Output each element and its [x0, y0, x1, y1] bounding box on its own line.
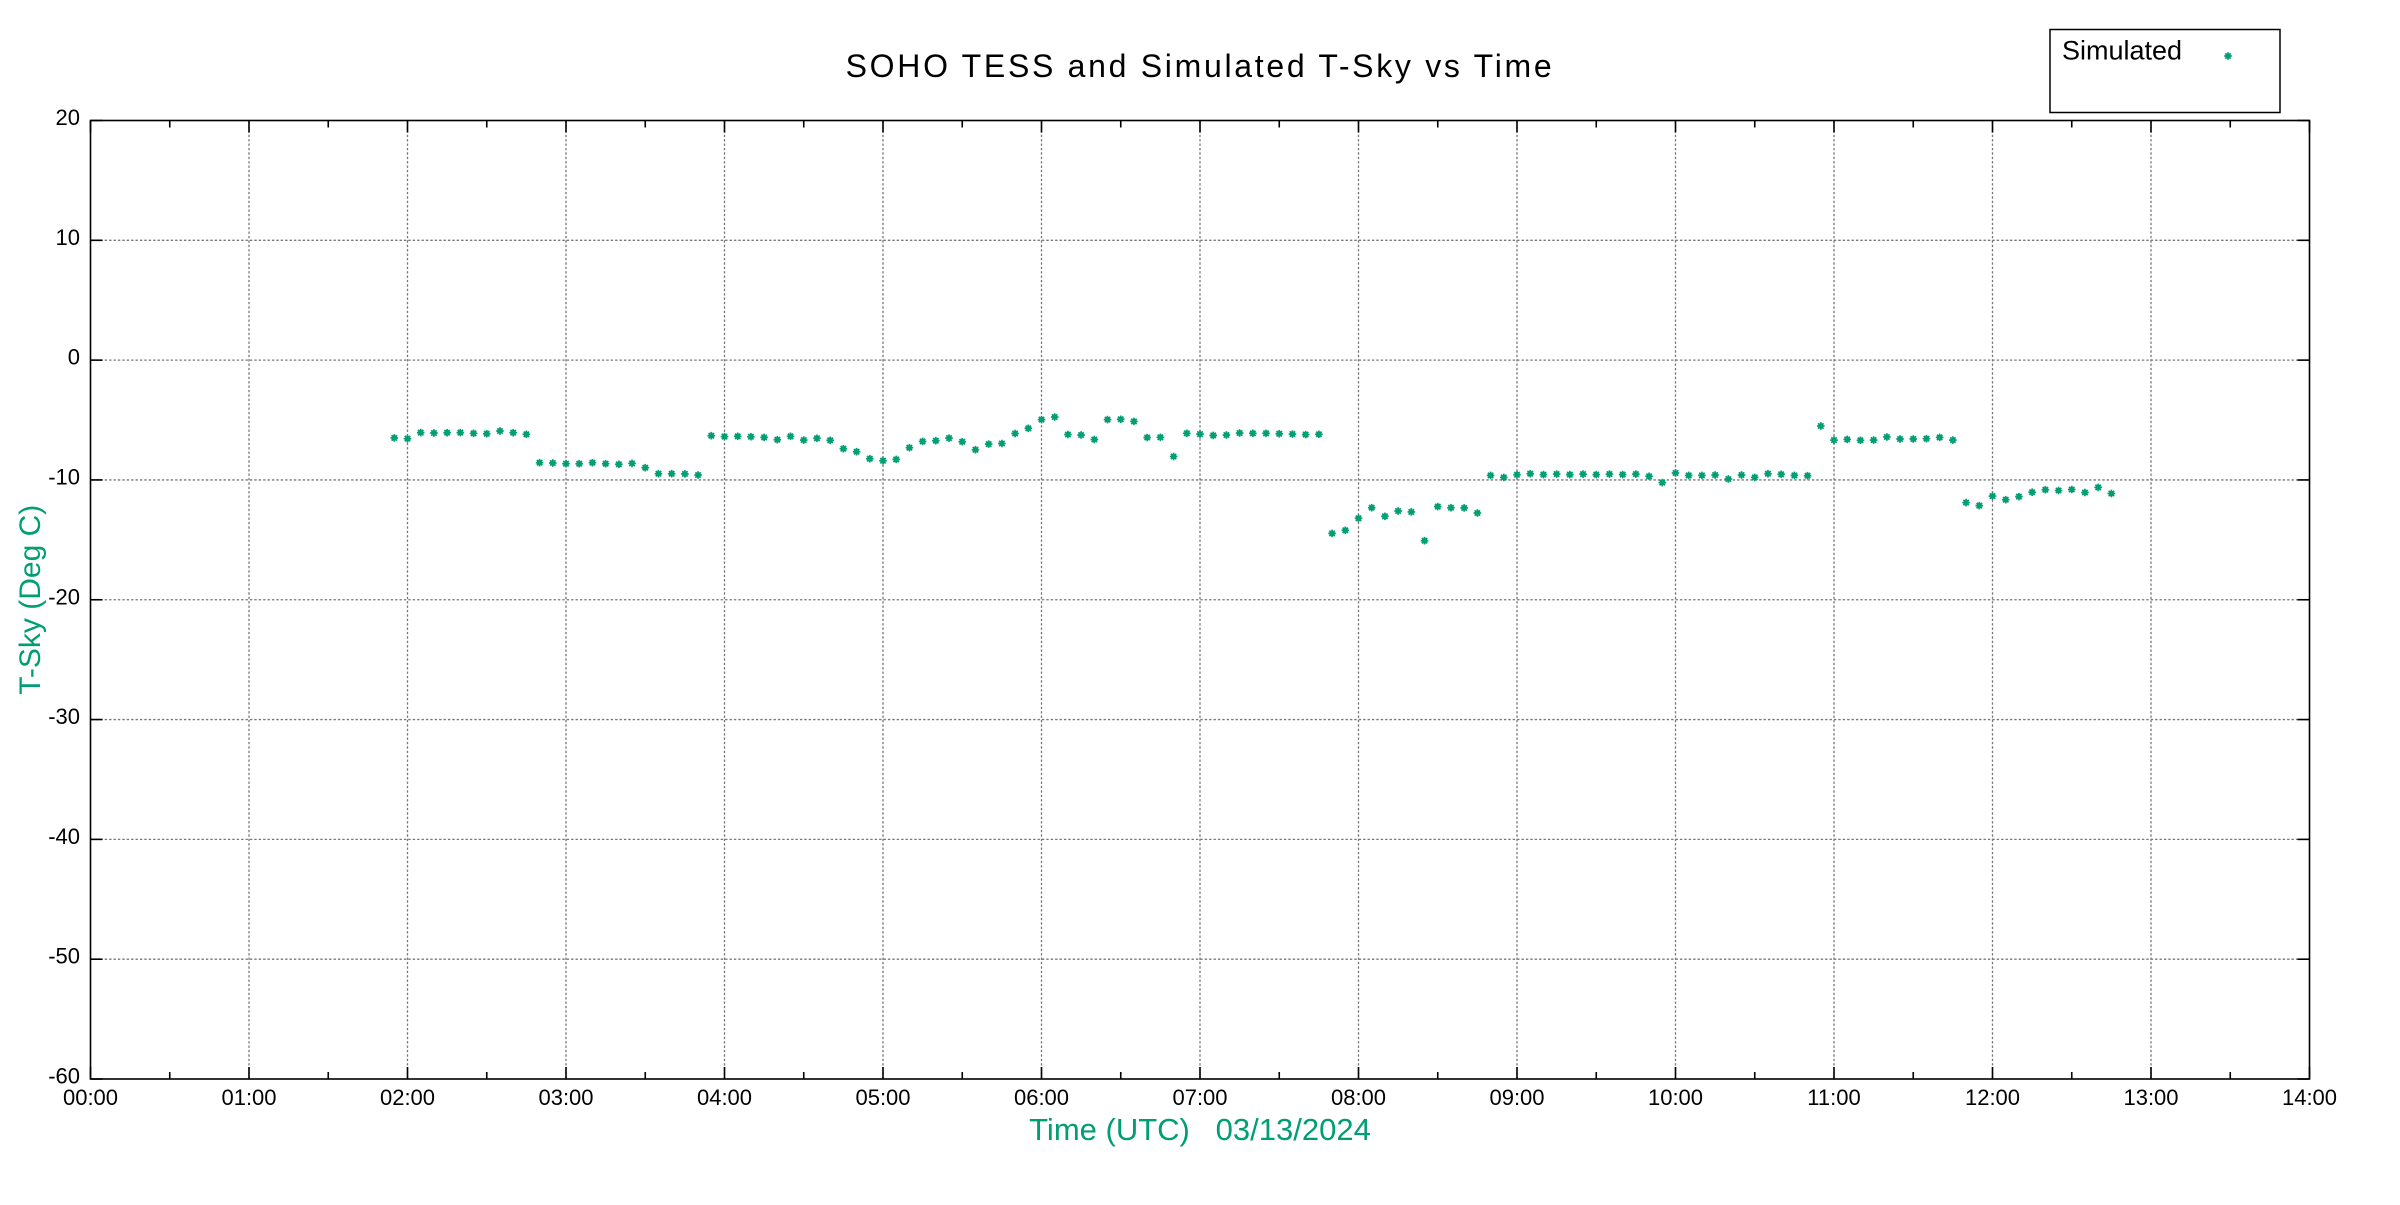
svg-text:0: 0	[68, 345, 80, 370]
svg-text:Time (UTC) 03/13/2024: Time (UTC) 03/13/2024	[1029, 1112, 1371, 1147]
svg-text:12:00: 12:00	[1965, 1085, 2020, 1110]
svg-text:-10: -10	[48, 464, 80, 489]
svg-text:05:00: 05:00	[855, 1085, 910, 1110]
svg-text:-30: -30	[48, 704, 80, 729]
svg-text:-40: -40	[48, 824, 80, 849]
svg-text:-20: -20	[48, 584, 80, 609]
svg-text:10:00: 10:00	[1648, 1085, 1703, 1110]
svg-text:09:00: 09:00	[1489, 1085, 1544, 1110]
svg-text:11:00: 11:00	[1807, 1085, 1860, 1110]
svg-text:T-Sky (Deg C): T-Sky (Deg C)	[14, 505, 47, 695]
svg-text:06:00: 06:00	[1014, 1085, 1069, 1110]
svg-text:07:00: 07:00	[1172, 1085, 1227, 1110]
svg-text:03:00: 03:00	[538, 1085, 593, 1110]
svg-text:01:00: 01:00	[221, 1085, 276, 1110]
svg-text:10: 10	[56, 225, 80, 250]
svg-text:SOHO TESS and Simulated T-Sky: SOHO TESS and Simulated T-Sky vs Time	[846, 48, 1555, 84]
svg-text:02:00: 02:00	[380, 1085, 435, 1110]
svg-text:-50: -50	[48, 944, 80, 969]
svg-text:00:00: 00:00	[63, 1085, 118, 1110]
svg-text:Simulated: Simulated	[2062, 36, 2182, 66]
svg-text:13:00: 13:00	[2123, 1085, 2178, 1110]
svg-text:20: 20	[56, 105, 80, 130]
svg-text:14:00: 14:00	[2282, 1085, 2337, 1110]
svg-text:-60: -60	[48, 1064, 80, 1089]
svg-text:04:00: 04:00	[697, 1085, 752, 1110]
svg-text:08:00: 08:00	[1331, 1085, 1386, 1110]
